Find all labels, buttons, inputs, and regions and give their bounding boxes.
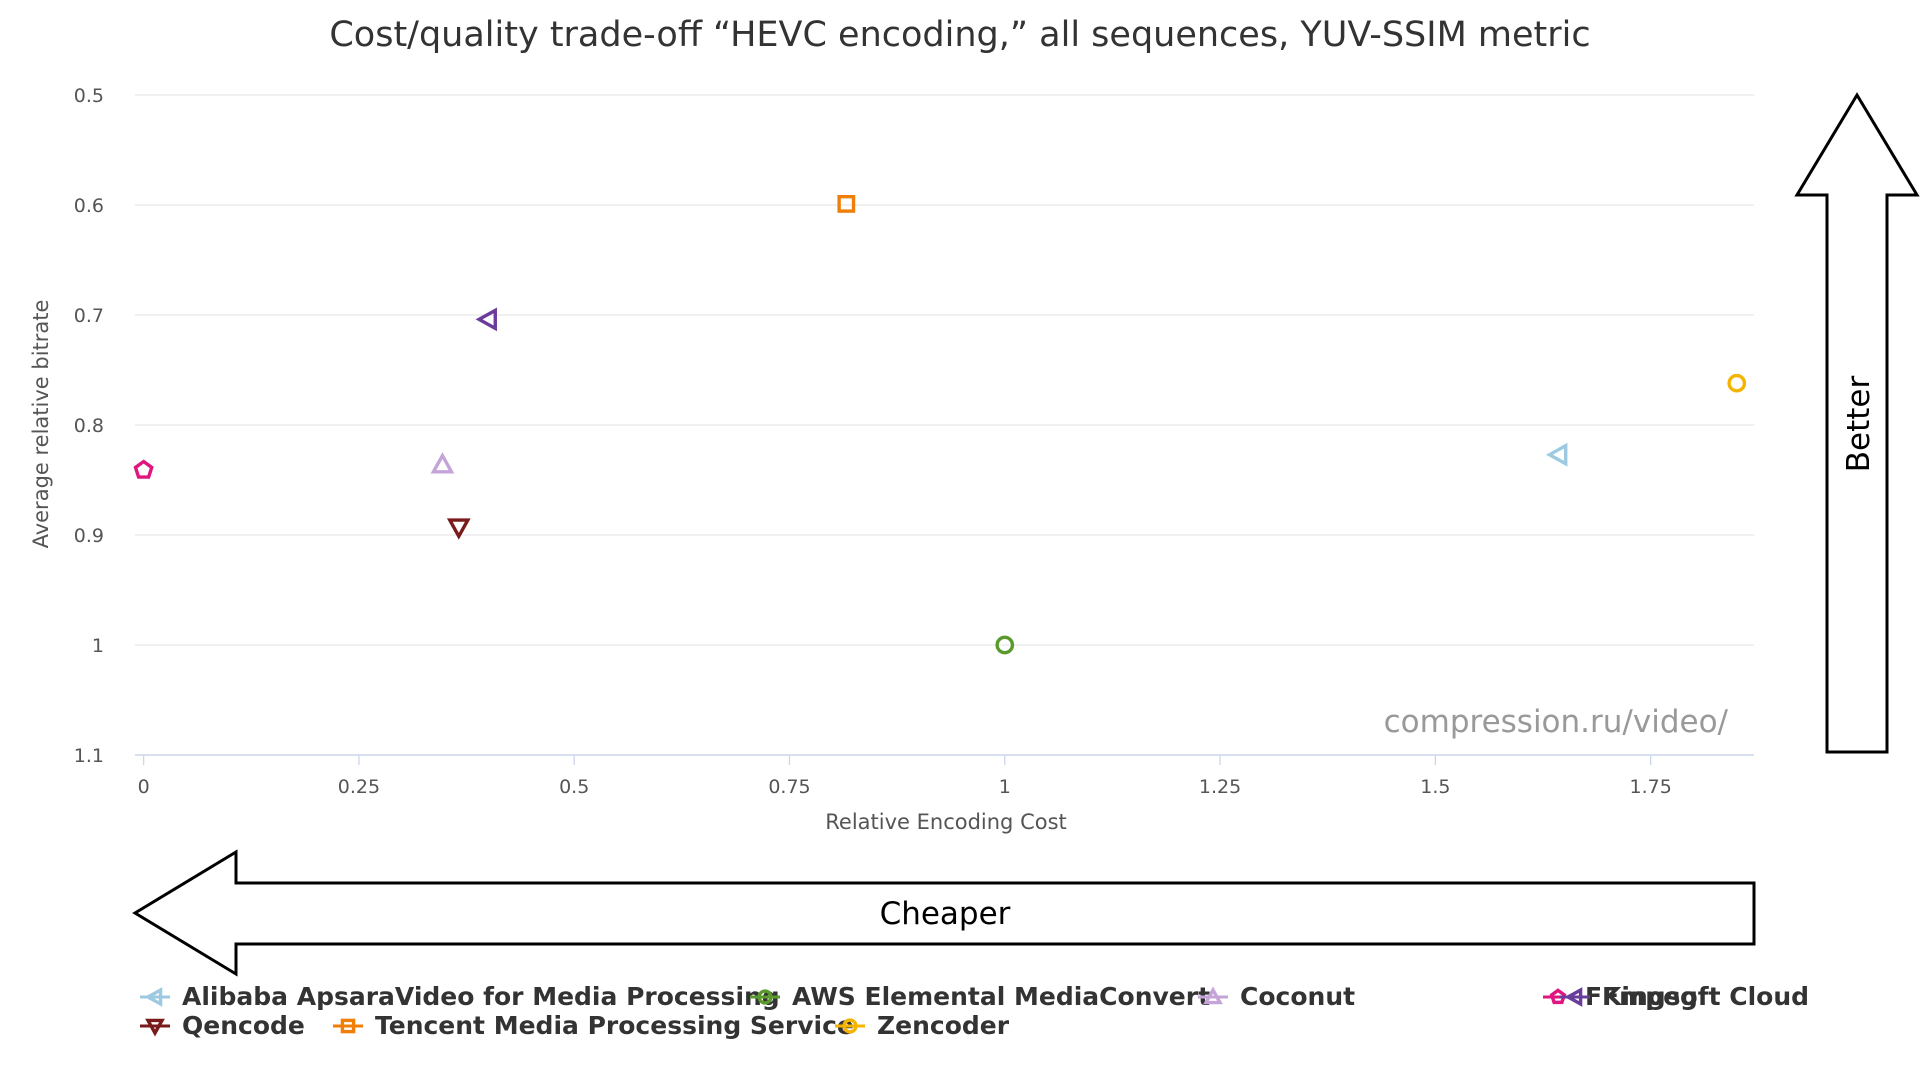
legend-item-qencode[interactable]: Qencode [140, 1011, 305, 1040]
legend-label: Kingsoft Cloud [1602, 982, 1809, 1011]
legend-item-kingsoft-cloud[interactable]: Kingsoft Cloud [1560, 982, 1809, 1011]
y-tick-label: 1 [92, 635, 104, 657]
x-tick-label: 0 [138, 776, 150, 798]
data-point-ffmpeg[interactable] [133, 459, 154, 479]
legend-marker-icon[interactable] [145, 1018, 165, 1037]
data-points [133, 194, 1747, 655]
legend-marker-icon[interactable] [1564, 987, 1583, 1007]
x-tick-label: 1.5 [1420, 776, 1450, 798]
cheaper-arrow-shape [132, 849, 1756, 977]
cheaper-label: Cheaper [880, 896, 1011, 932]
x-tick-label: 1 [999, 776, 1011, 798]
y-axis-title: Average relative bitrate [29, 300, 53, 549]
y-axis-ticks: 0.5 0.6 0.7 0.8 0.9 1 1.1 [74, 85, 104, 767]
cheaper-arrow: Cheaper [132, 849, 1756, 977]
legend-marker-icon[interactable] [340, 1018, 356, 1034]
legend-marker-icon[interactable] [144, 987, 163, 1007]
legend-item-alibaba-apsaravideo-for-media-processing[interactable]: Alibaba ApsaraVideo for Media Processing [140, 982, 780, 1011]
x-tick-label: 0.75 [768, 776, 810, 798]
legend-item-zencoder[interactable]: Zencoder [835, 1011, 1010, 1040]
legend-label: Alibaba ApsaraVideo for Media Processing [182, 982, 780, 1011]
legend-label: FFmpeg [1585, 982, 1698, 1011]
legend-item-coconut[interactable]: Coconut [1198, 982, 1355, 1011]
data-point-qencode[interactable] [446, 518, 471, 540]
y-tick-label: 1.1 [74, 745, 104, 767]
y-tick-label: 0.8 [74, 415, 104, 437]
x-axis-ticks: 0 0.25 0.5 0.75 1 1.25 1.5 1.75 [138, 755, 1672, 798]
y-tick-label: 0.6 [74, 195, 104, 217]
watermark: compression.ru/video/ [1384, 704, 1729, 740]
legend-marker-icon[interactable] [1203, 986, 1223, 1005]
legend-marker-icon[interactable] [1549, 988, 1567, 1005]
data-point-alibaba-apsaravideo-for-media-processing[interactable] [1546, 442, 1568, 467]
data-point-coconut[interactable] [430, 452, 455, 474]
x-tick-label: 1.75 [1630, 776, 1672, 798]
data-point-zencoder[interactable] [1727, 373, 1747, 393]
legend-label: Tencent Media Processing Service [375, 1011, 854, 1040]
legend-label: Coconut [1240, 982, 1355, 1011]
legend-label: AWS Elemental MediaConvert [792, 982, 1210, 1011]
x-tick-label: 0.25 [338, 776, 380, 798]
better-arrow-shape [1794, 92, 1920, 754]
legend[interactable]: Alibaba ApsaraVideo for Media Processing… [140, 982, 1809, 1040]
x-axis-title: Relative Encoding Cost [825, 810, 1067, 834]
grid-lines [135, 94, 1754, 756]
data-point-tencent-media-processing-service[interactable] [837, 194, 856, 213]
y-tick-label: 0.5 [74, 85, 104, 107]
legend-label: Qencode [182, 1011, 305, 1040]
y-tick-label: 0.7 [74, 305, 104, 327]
legend-marker-icon[interactable] [842, 1018, 858, 1034]
data-point-kingsoft-cloud[interactable] [475, 307, 497, 332]
legend-marker-icon[interactable] [757, 989, 773, 1005]
y-tick-label: 0.9 [74, 525, 104, 547]
x-tick-label: 1.25 [1199, 776, 1241, 798]
legend-item-ffmpeg[interactable]: FFmpeg [1543, 982, 1698, 1011]
x-tick-label: 0.5 [559, 776, 589, 798]
data-point-aws-elemental-mediaconvert[interactable] [995, 635, 1015, 655]
better-label: Better [1841, 376, 1877, 473]
legend-item-aws-elemental-mediaconvert[interactable]: AWS Elemental MediaConvert [750, 982, 1210, 1011]
chart-title: Cost/quality trade-off “HEVC encoding,” … [329, 15, 1590, 55]
better-arrow: Better [1794, 92, 1920, 754]
legend-label: Zencoder [877, 1011, 1010, 1040]
legend-item-tencent-media-processing-service[interactable]: Tencent Media Processing Service [333, 1011, 854, 1040]
